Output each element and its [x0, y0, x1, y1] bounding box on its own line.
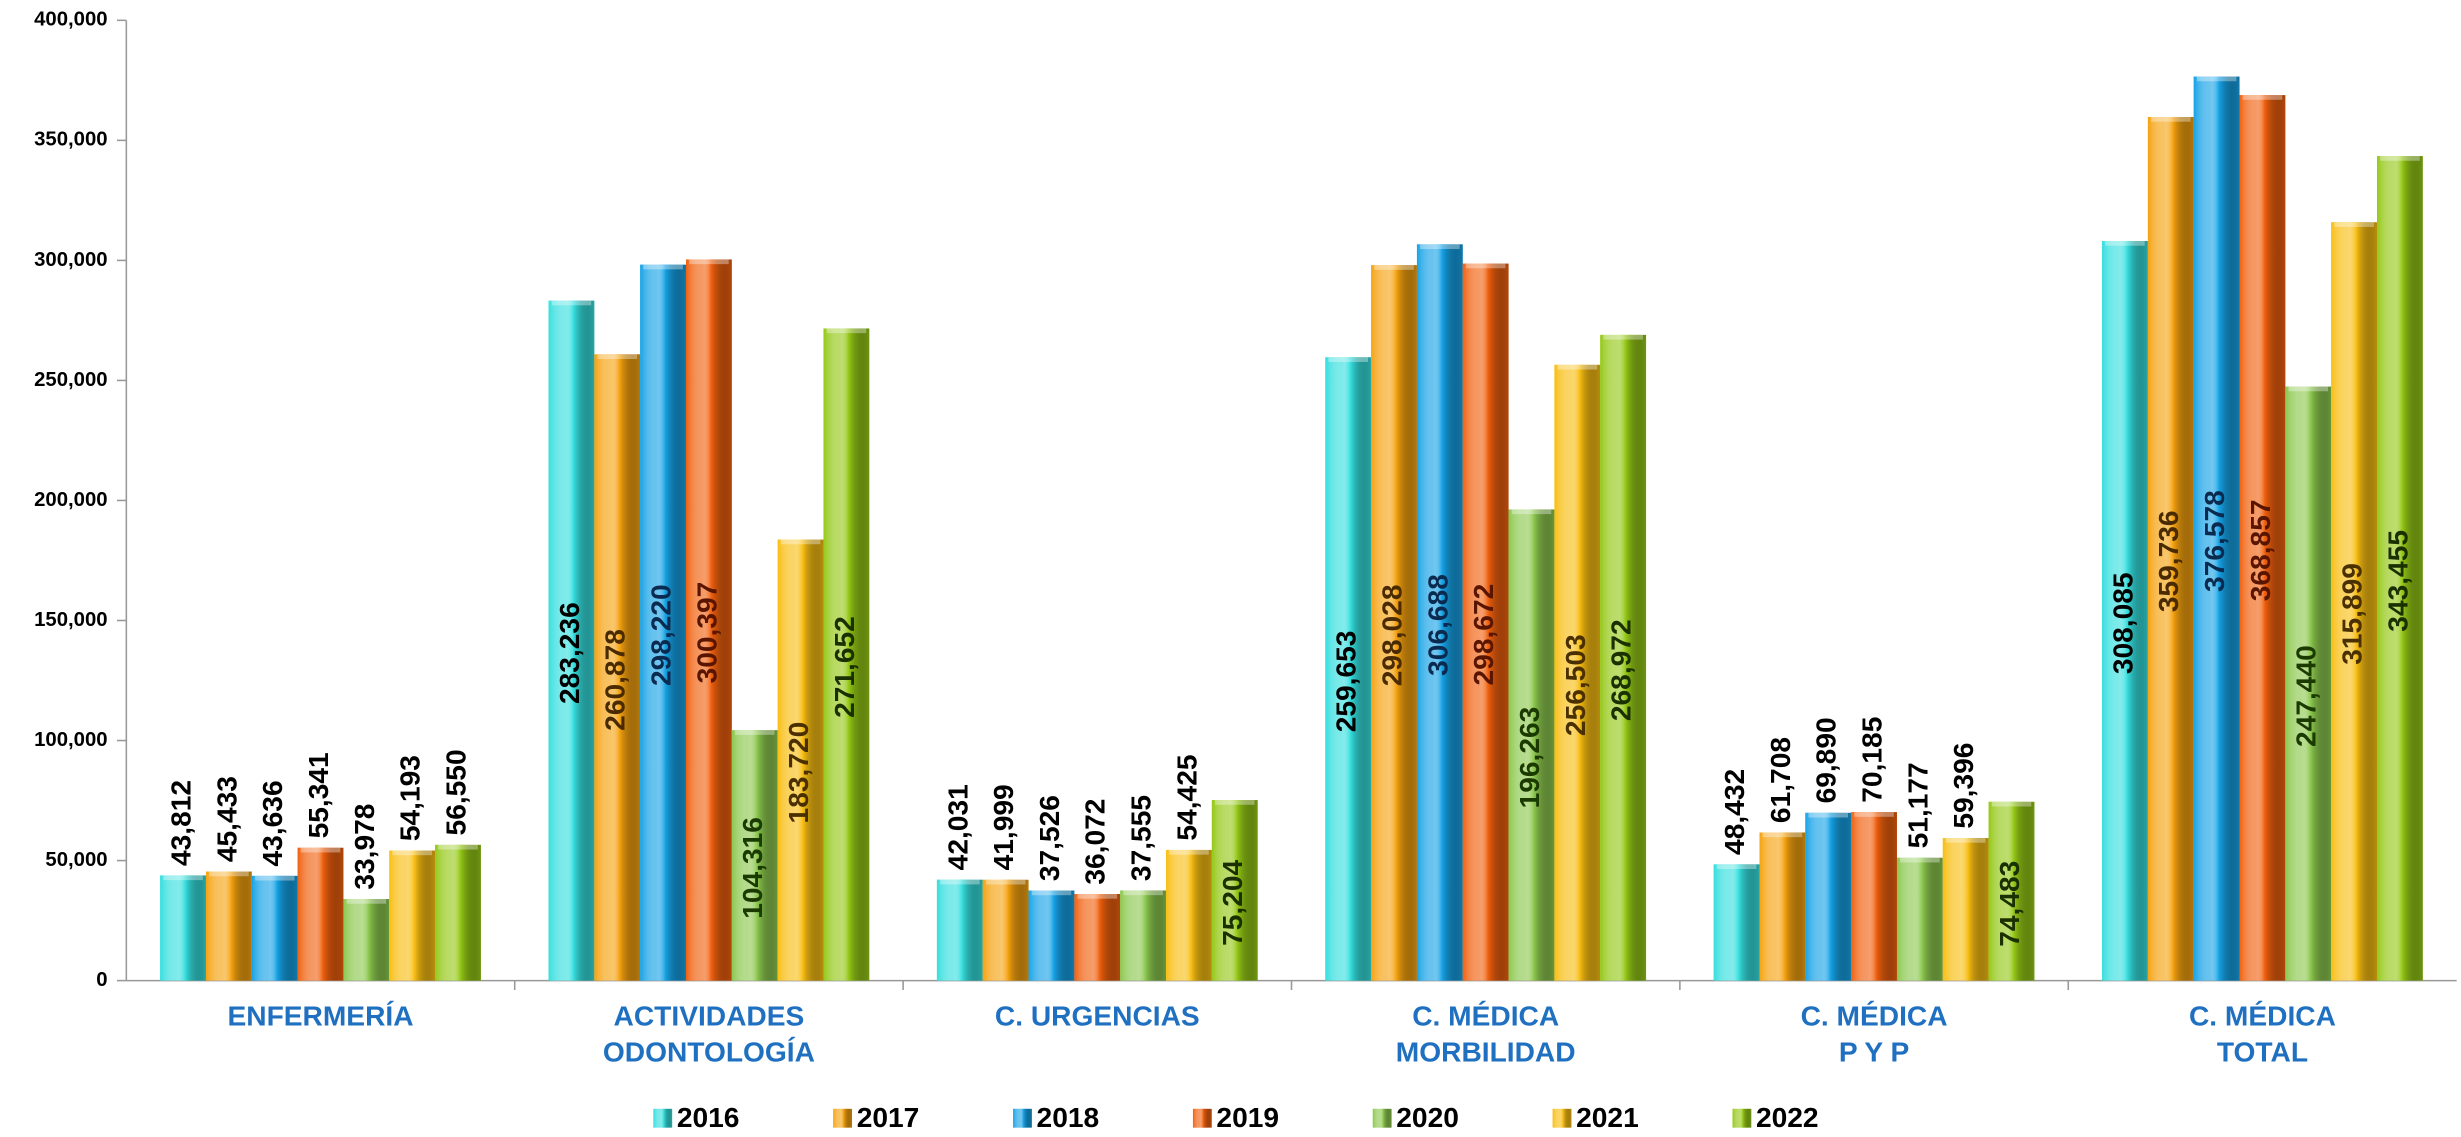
data-label: 48,432 — [1719, 769, 1750, 855]
x-tick-label: C. MÉDICA — [1801, 1001, 1948, 1032]
data-label: 298,028 — [1376, 585, 1407, 687]
data-label: 42,031 — [942, 784, 973, 870]
legend-label: 2019 — [1216, 1102, 1279, 1133]
data-label: 69,890 — [1811, 717, 1842, 803]
data-label: 306,688 — [1422, 574, 1453, 676]
data-label: 37,555 — [1126, 795, 1157, 881]
legend-label: 2017 — [857, 1102, 920, 1133]
legend-label: 2021 — [1576, 1102, 1639, 1133]
data-label: 41,999 — [988, 784, 1019, 870]
data-label: 56,550 — [440, 749, 471, 835]
data-label: 315,899 — [2337, 563, 2368, 665]
data-label: 260,878 — [600, 629, 631, 731]
data-label: 259,653 — [1331, 631, 1362, 733]
data-label: 359,736 — [2153, 510, 2184, 612]
data-label: 298,672 — [1468, 584, 1499, 686]
data-label: 51,177 — [1902, 762, 1933, 848]
data-label: 300,397 — [691, 582, 722, 684]
data-label: 59,396 — [1948, 743, 1979, 829]
data-label: 247,440 — [2291, 645, 2322, 747]
data-label: 343,455 — [2382, 530, 2413, 632]
legend-label: 2022 — [1756, 1102, 1819, 1133]
data-label: 70,185 — [1857, 717, 1888, 803]
x-tick-label: ACTIVIDADES — [614, 1001, 805, 1032]
legend-label: 2020 — [1396, 1102, 1459, 1133]
y-tick-label: 150,000 — [34, 609, 107, 631]
data-label: 36,072 — [1080, 799, 1111, 885]
data-label: 308,085 — [2107, 572, 2138, 674]
data-label: 61,708 — [1765, 737, 1796, 823]
data-label: 75,204 — [1217, 859, 1248, 945]
data-label: 268,972 — [1606, 619, 1637, 721]
data-label: 368,857 — [2245, 499, 2276, 601]
x-tick-label: C. MÉDICA — [1412, 1001, 1559, 1032]
data-label: 283,236 — [554, 602, 585, 704]
data-label: 45,433 — [211, 776, 242, 862]
y-tick-label: 50,000 — [45, 849, 107, 871]
y-tick-label: 300,000 — [34, 249, 107, 271]
data-label: 376,578 — [2199, 490, 2230, 592]
data-label: 33,978 — [349, 804, 380, 890]
y-tick-label: 350,000 — [34, 129, 107, 151]
x-tick-label: TOTAL — [2217, 1037, 2308, 1068]
data-label: 43,812 — [166, 780, 197, 866]
y-tick-label: 0 — [96, 969, 107, 991]
data-label: 37,526 — [1034, 795, 1065, 881]
y-tick-label: 250,000 — [34, 369, 107, 391]
data-label: 43,636 — [257, 780, 288, 866]
legend-label: 2016 — [677, 1102, 740, 1133]
x-tick-label: MORBILIDAD — [1396, 1037, 1576, 1068]
data-label: 298,220 — [646, 584, 677, 686]
y-tick-label: 400,000 — [34, 9, 107, 31]
x-tick-label: ENFERMERÍA — [228, 1001, 414, 1032]
x-tick-label: C. URGENCIAS — [995, 1001, 1200, 1032]
data-label: 271,652 — [829, 616, 860, 718]
x-tick-label: P Y P — [1839, 1037, 1909, 1068]
x-tick-label: ODONTOLOGÍA — [603, 1037, 815, 1068]
y-tick-label: 100,000 — [34, 729, 107, 751]
data-label: 54,193 — [395, 755, 426, 841]
x-tick-label: C. MÉDICA — [2189, 1001, 2336, 1032]
data-label: 74,483 — [1994, 861, 2025, 947]
data-label: 183,720 — [783, 722, 814, 824]
data-label: 256,503 — [1560, 634, 1591, 736]
legend-label: 2018 — [1037, 1102, 1100, 1133]
y-tick-label: 200,000 — [34, 489, 107, 511]
data-label: 104,316 — [737, 817, 768, 919]
data-label: 196,263 — [1514, 707, 1545, 809]
data-label: 54,425 — [1171, 754, 1202, 840]
data-label: 55,341 — [303, 752, 334, 838]
